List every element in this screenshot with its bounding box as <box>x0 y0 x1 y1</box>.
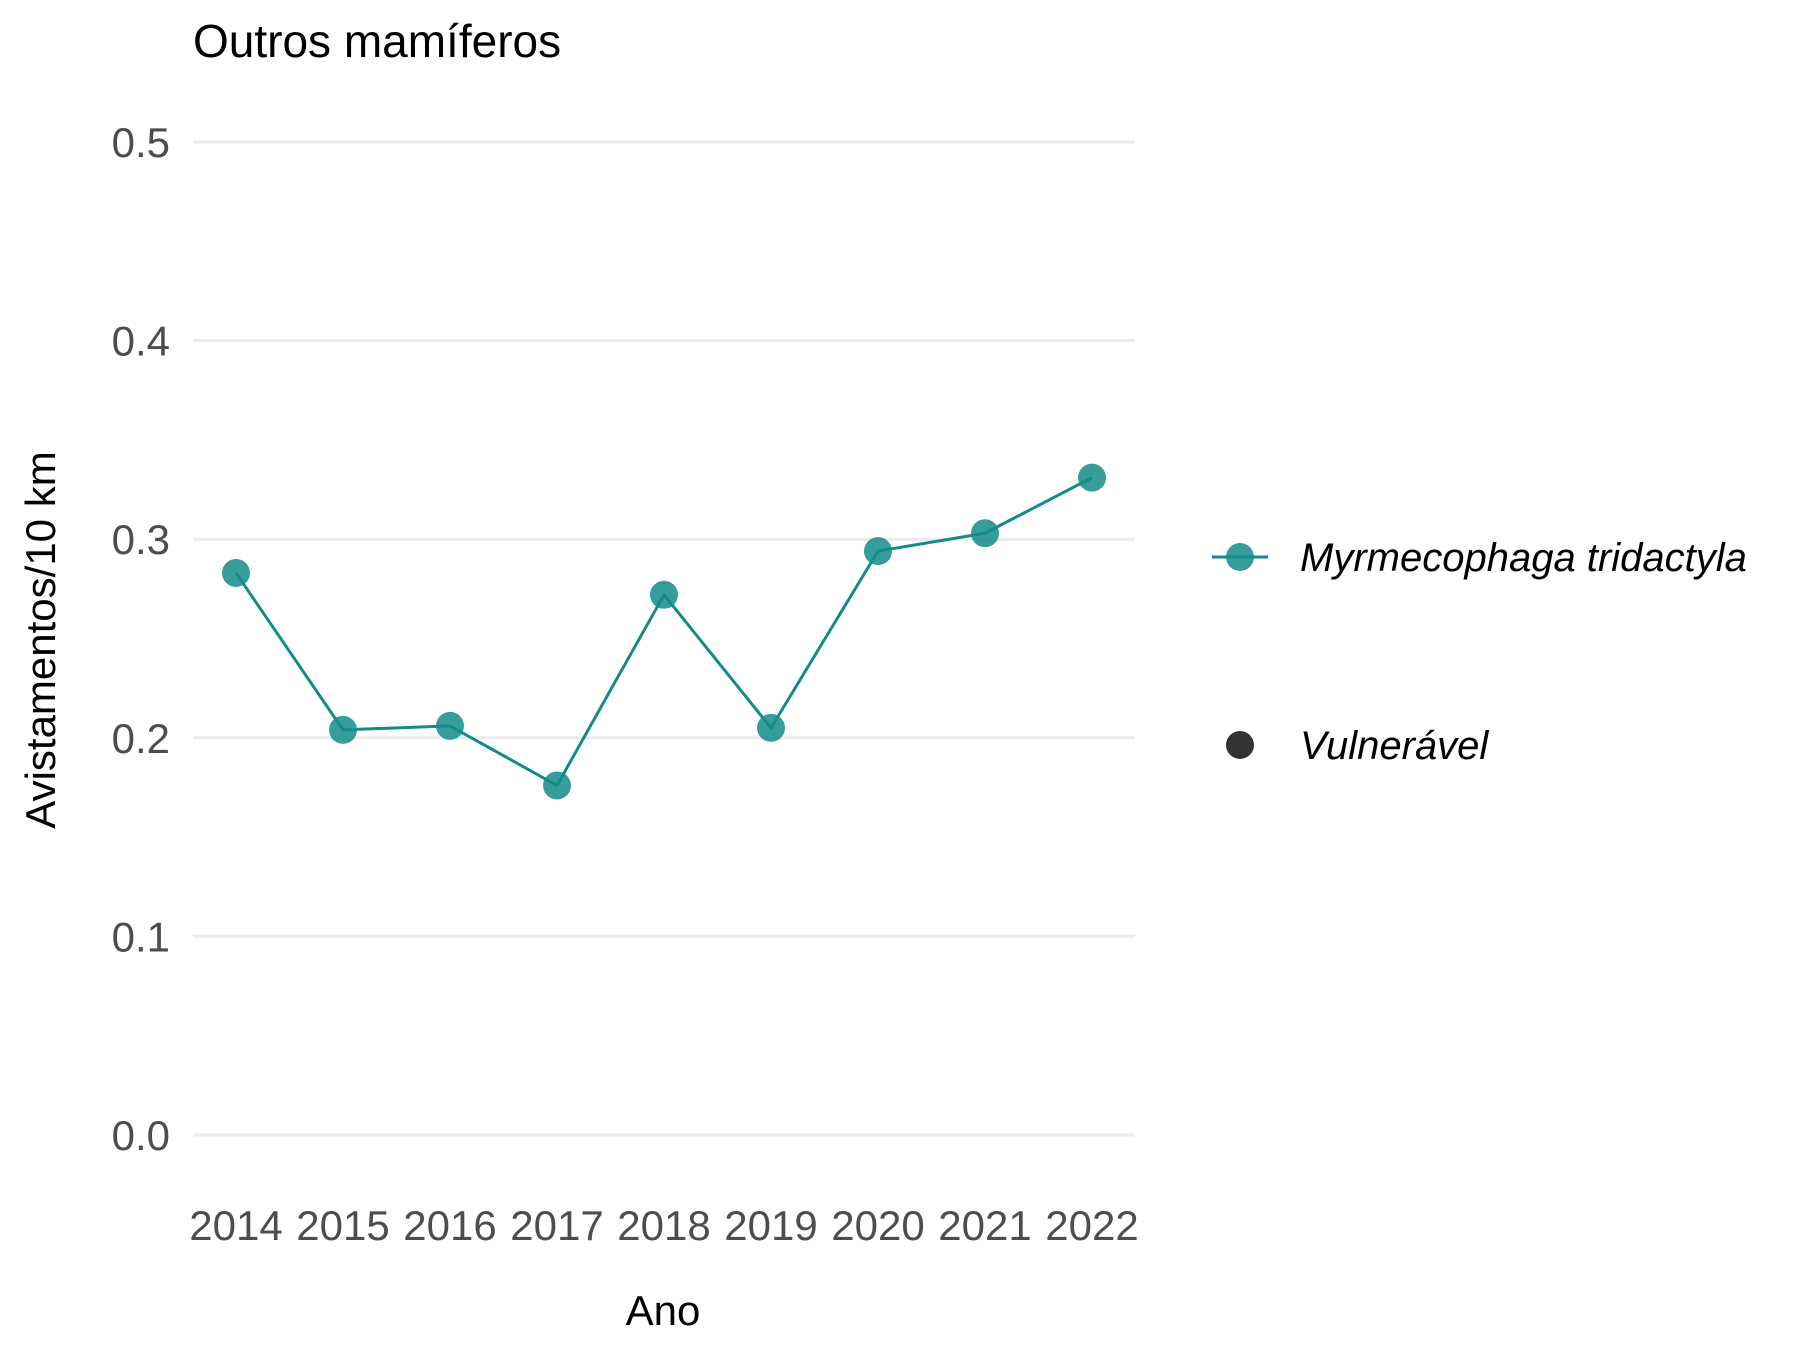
y-tick-label: 0.3 <box>112 516 170 563</box>
data-point <box>543 771 571 800</box>
data-point <box>971 519 999 548</box>
y-tick-label: 0.5 <box>112 119 170 166</box>
data-point <box>757 713 785 742</box>
data-point <box>864 537 892 566</box>
x-tick-label: 2020 <box>831 1202 924 1249</box>
data-point <box>1078 463 1106 492</box>
legend-status-marker <box>1226 731 1254 759</box>
x-tick-label: 2015 <box>296 1202 389 1249</box>
gridlines <box>193 140 1135 1137</box>
x-tick-label: 2021 <box>938 1202 1031 1249</box>
x-tick-label: 2019 <box>724 1202 817 1249</box>
x-tick-label: 2018 <box>617 1202 710 1249</box>
x-tick-label: 2016 <box>403 1202 496 1249</box>
chart-title: Outros mamíferos <box>193 15 561 67</box>
data-point <box>650 580 678 609</box>
x-axis-ticks: 2014 2015 2016 2017 2018 2019 2020 2021 2022 <box>189 1202 1138 1249</box>
x-tick-label: 2014 <box>189 1202 282 1249</box>
legend-status-label: Vulnerável <box>1300 724 1489 768</box>
x-tick-label: 2017 <box>510 1202 603 1249</box>
y-axis-title: Avistamentos/10 km <box>17 451 64 828</box>
data-point <box>329 715 357 744</box>
y-tick-label: 0.4 <box>112 318 170 365</box>
y-tick-label: 0.1 <box>112 913 170 960</box>
y-axis-ticks: 0.0 0.1 0.2 0.3 0.4 0.5 <box>112 119 170 1159</box>
legend-series-marker <box>1226 543 1254 571</box>
y-tick-label: 0.2 <box>112 715 170 762</box>
legend: Myrmecophaga tridactyla Vulnerável <box>1212 536 1747 768</box>
x-tick-label: 2022 <box>1045 1202 1138 1249</box>
legend-series-label: Myrmecophaga tridactyla <box>1300 536 1747 580</box>
series-layer <box>222 463 1106 800</box>
x-axis-title: Ano <box>626 1287 701 1334</box>
data-point <box>436 711 464 740</box>
data-point <box>222 558 250 587</box>
y-tick-label: 0.0 <box>112 1112 170 1159</box>
